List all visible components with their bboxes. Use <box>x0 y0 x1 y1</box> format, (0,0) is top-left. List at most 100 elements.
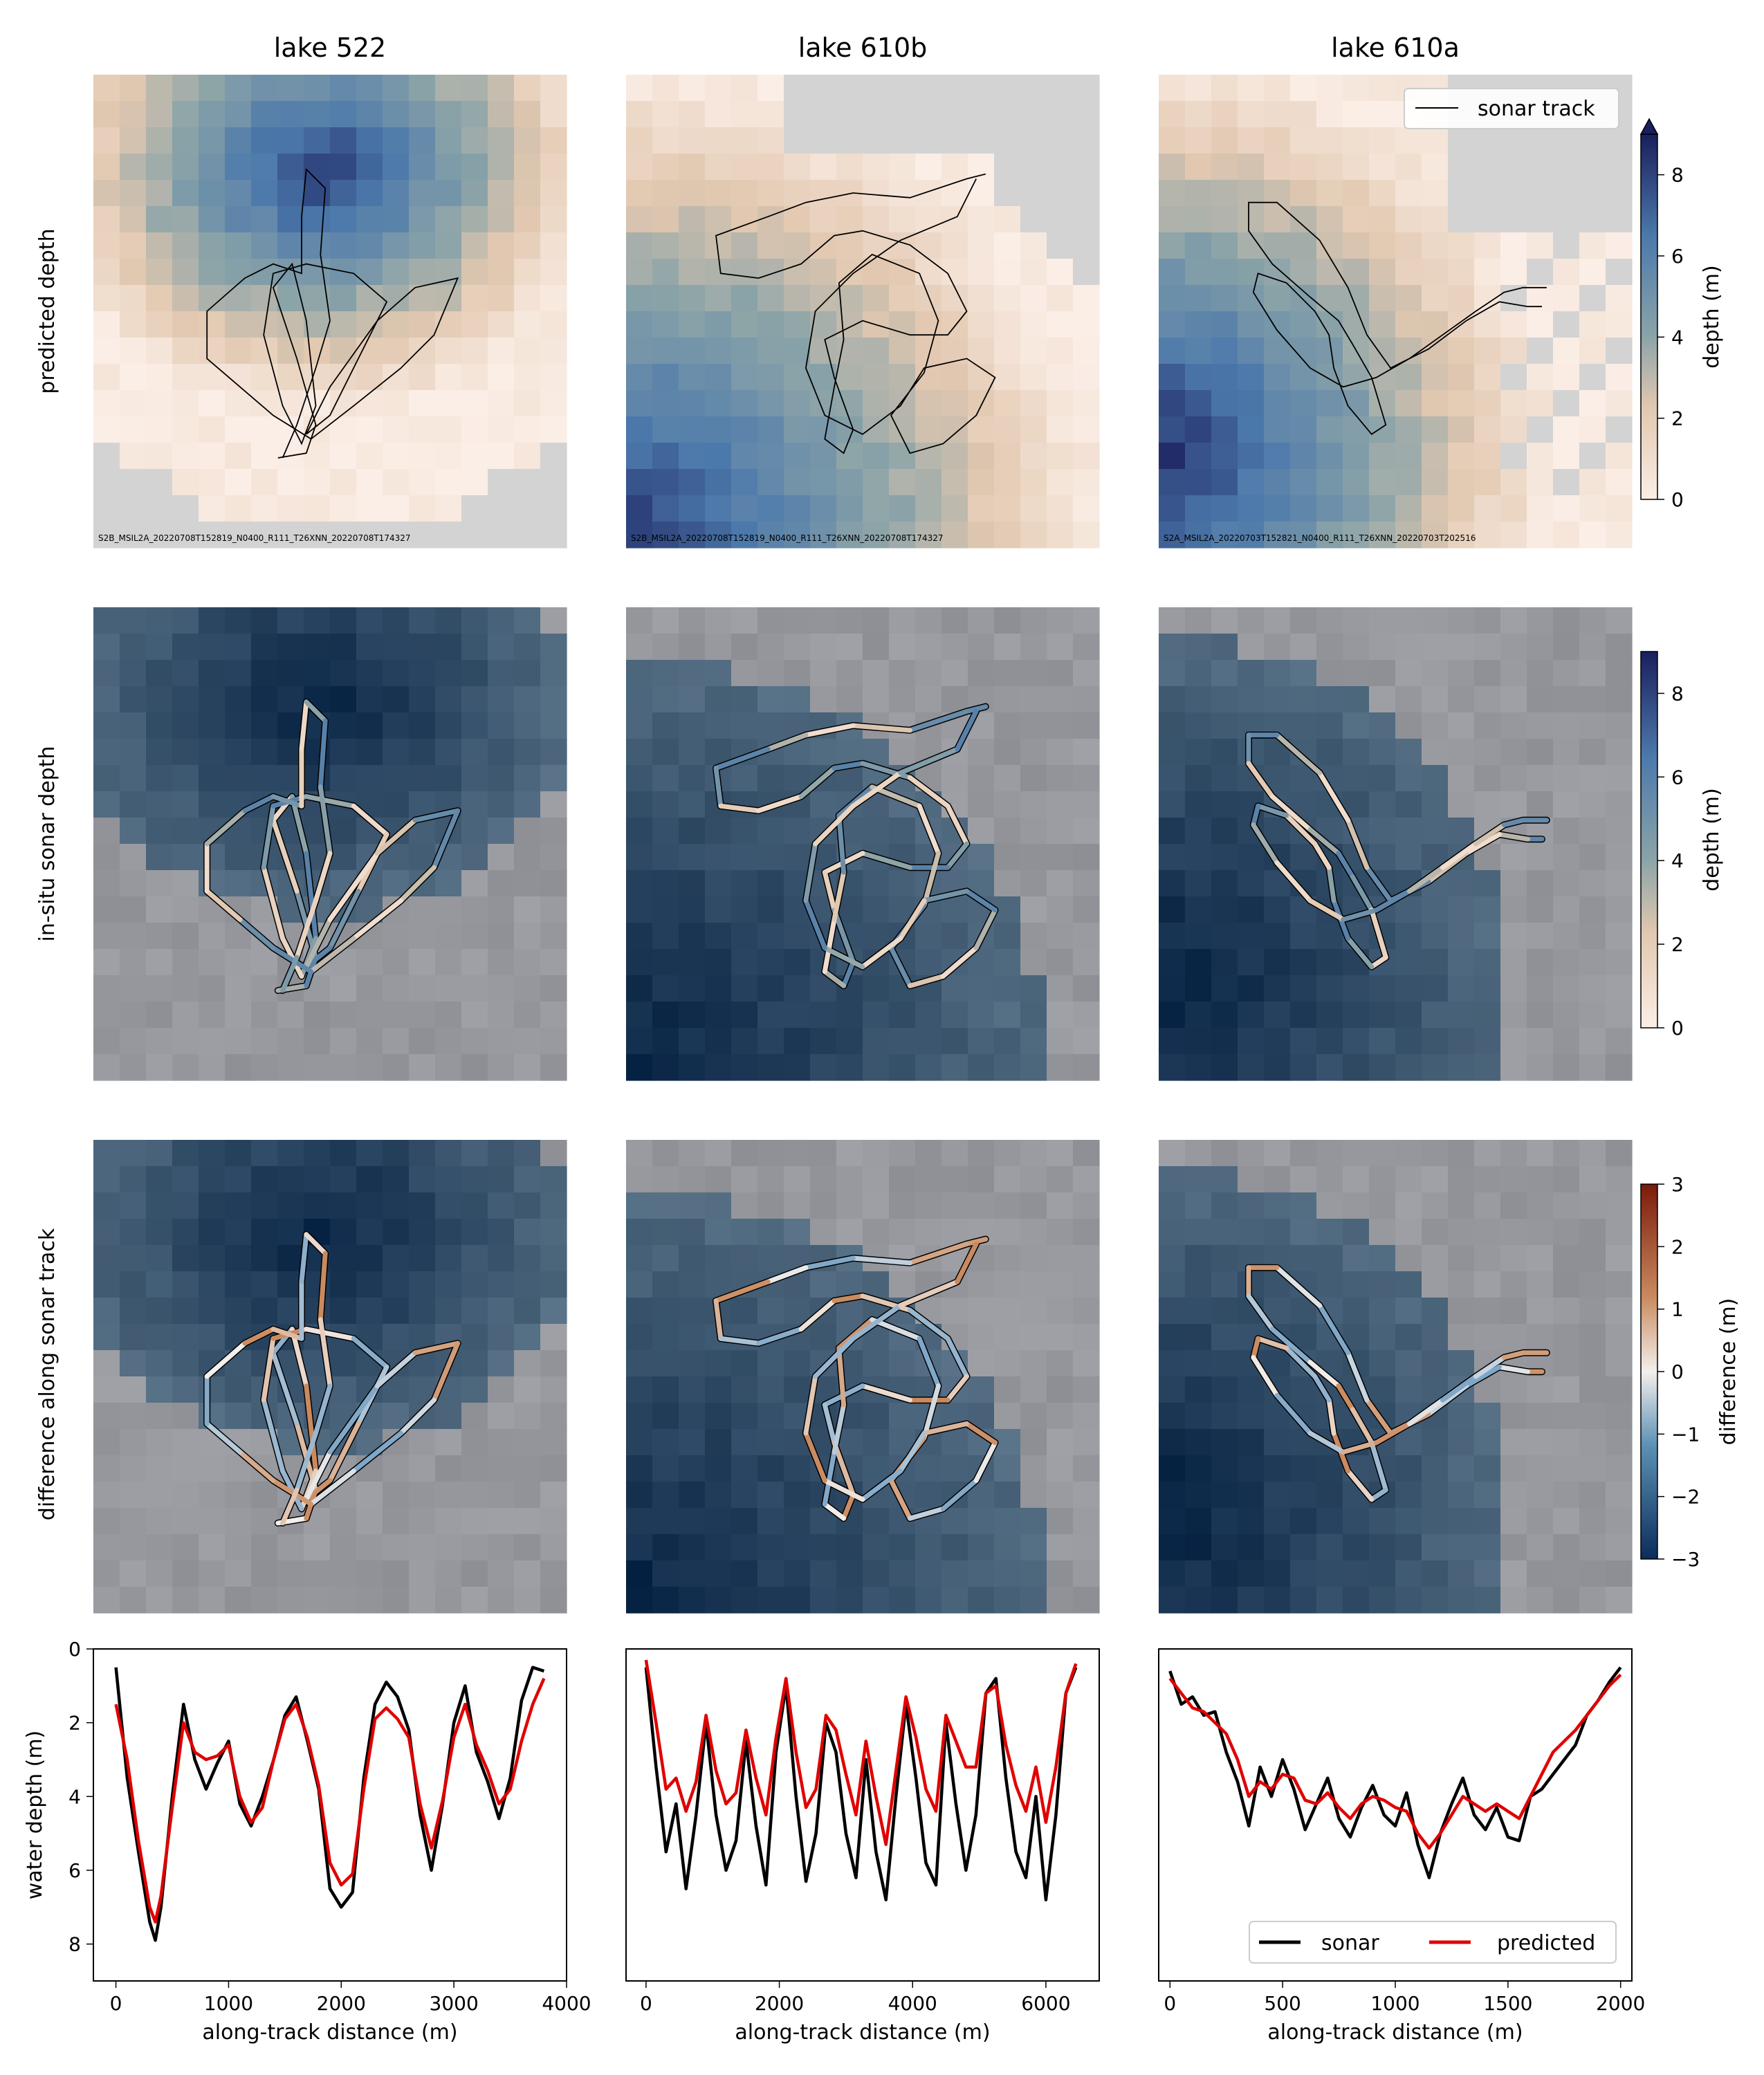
sonar-track-segment <box>1251 1355 1280 1398</box>
sonar-track-segment <box>860 851 912 870</box>
sonar-track-segment <box>280 1487 300 1526</box>
sonar-track-segment <box>374 1350 418 1389</box>
sonar-track-segment <box>261 803 276 870</box>
sonar-track-segment <box>813 803 856 847</box>
sonar-track-segment <box>718 803 762 813</box>
sonar-track-segment <box>1496 1364 1531 1374</box>
sonar-track-segment <box>888 1477 912 1521</box>
sonar-track-segment <box>309 936 356 975</box>
sonar-track-segment <box>1501 1350 1526 1361</box>
sonar-track-segment <box>398 1397 437 1436</box>
x-tick-label: 1000 <box>204 1992 253 2015</box>
y-tick-label: 6 <box>68 1859 81 1882</box>
sonar-track-segment <box>1473 1355 1507 1379</box>
sonar-track-segment <box>261 1397 286 1474</box>
sonar-track-segment <box>204 1340 248 1379</box>
sonar-track-segment <box>973 1440 998 1483</box>
sonar-track-segment <box>327 851 380 922</box>
sonar-track-segment <box>313 1383 333 1436</box>
sonar-track-segment <box>304 1383 318 1474</box>
sonar-track-segment <box>304 1327 356 1341</box>
profile-chart-lake-610a: 0 500 1000 1500 2000 along-track distance (m) <box>1158 1648 1645 2045</box>
sonar-track-segment <box>940 945 979 979</box>
sonar-track-segment <box>964 888 998 913</box>
sonar-track-segment <box>798 766 837 800</box>
plot-area <box>93 1648 567 1982</box>
sonar-track-segment <box>1473 822 1507 847</box>
line-charts: 0 1000 2000 3000 4000 0 2 4 6 8 along-track distan… <box>23 1638 1645 2045</box>
sonar-track-segment <box>1307 898 1346 922</box>
sonar-track-segment <box>860 1293 912 1313</box>
x-tick-label: 2000 <box>317 1992 366 2015</box>
sonar-track-segment <box>836 784 875 818</box>
colorbar-tick-label: 4 <box>1671 849 1684 872</box>
sonar-track-segment <box>1350 874 1375 913</box>
series-line-predicted <box>644 1659 1078 1846</box>
sonar-track-segment <box>431 808 461 870</box>
sonar-track-segment <box>237 1449 276 1483</box>
sonar-track-segment <box>803 1255 856 1271</box>
sonar-track-segment <box>1336 1383 1355 1412</box>
sonar-track-segment <box>955 1241 979 1284</box>
column-title-lake-610a: lake 610a <box>1331 33 1460 63</box>
sonar-track-segment <box>1345 818 1370 870</box>
scene-id-lake-610a: S2A_MSIL2A_20220703T152821_N0400_R111_T2… <box>1164 533 1476 543</box>
sonar-track-segment <box>1407 865 1445 894</box>
sonar-track-segment <box>1341 1440 1379 1455</box>
sonar-track-segment <box>756 1327 804 1346</box>
sonar-track-segment <box>1312 1374 1332 1403</box>
x-tick-label: 0 <box>1164 1992 1176 2015</box>
sonar-track-segment <box>836 813 847 875</box>
panel-difference-lake-610a <box>1159 1140 1633 1614</box>
sonar-track-segment <box>822 1477 865 1502</box>
sonar-track-segment <box>917 1336 941 1389</box>
sonar-track-segment <box>242 1327 276 1346</box>
sonar-track-segment <box>803 723 856 738</box>
scene-id-lake-610b: S2B_MSIL2A_20220708T152819_N0400_R111_T2… <box>631 533 944 543</box>
sonar-track-segment <box>1246 761 1275 800</box>
sonar-track-segment <box>294 898 318 960</box>
sonar-track-segment <box>304 916 333 970</box>
sonar-track-segment <box>1336 851 1355 880</box>
x-tick-label: 1500 <box>1483 1992 1532 2015</box>
sonar-track-segment <box>327 1383 380 1455</box>
sonar-track-segment <box>412 808 461 823</box>
legend-sonar-label: sonar <box>1321 1931 1379 1955</box>
sonar-track-segment <box>1251 1336 1261 1361</box>
sonar-track-segment <box>299 1232 309 1284</box>
sonar-track-segment <box>270 945 314 975</box>
colorbar-tick-label: −2 <box>1671 1486 1700 1509</box>
sonar-track-segment <box>299 699 309 752</box>
sonar-track-segment <box>1284 813 1318 847</box>
sonar-track-segment <box>313 851 333 903</box>
series-line-sonar <box>644 1666 1078 1901</box>
sonar-track-segment <box>822 916 837 975</box>
sonar-track-segment <box>803 841 818 903</box>
sonar-track-segment <box>204 888 243 922</box>
sonar-track-segment <box>765 732 809 752</box>
colorbar-tick-label: 2 <box>1671 933 1684 956</box>
sonar-track-segment <box>921 1383 941 1441</box>
sonar-track-segment <box>860 1383 912 1403</box>
sonar-track-segment <box>940 1477 979 1512</box>
sonar-track-segment <box>318 718 328 790</box>
sonar-track-segment <box>850 1302 903 1341</box>
row-label-difference-along-track: difference along sonar track <box>35 1228 59 1520</box>
sonar-track-segment <box>907 1241 969 1266</box>
colorbar-tick-label: −3 <box>1671 1548 1700 1571</box>
sonar-track-segment <box>1350 1407 1375 1446</box>
sonar-track-segment <box>713 766 724 809</box>
colorbar-tick-label: 1 <box>1671 1298 1684 1321</box>
colorbar-tick-label: 2 <box>1671 407 1684 430</box>
colorbar-tick-label: 4 <box>1671 326 1684 349</box>
sonar-track-segment <box>803 898 827 950</box>
sonar-track-segment <box>1345 1350 1370 1403</box>
sonar-track-segment <box>813 1336 856 1379</box>
sonar-track-segment <box>822 869 837 913</box>
sonar-track-segment <box>870 784 922 809</box>
x-tick-label: 2000 <box>1596 1992 1645 2015</box>
sonar-track-segment <box>1317 770 1351 823</box>
panel-predicted-depth-lake-610b <box>626 75 1100 548</box>
panel-sonar-depth-lake-610a <box>1159 607 1633 1081</box>
series-line-predicted <box>1168 1673 1622 1850</box>
